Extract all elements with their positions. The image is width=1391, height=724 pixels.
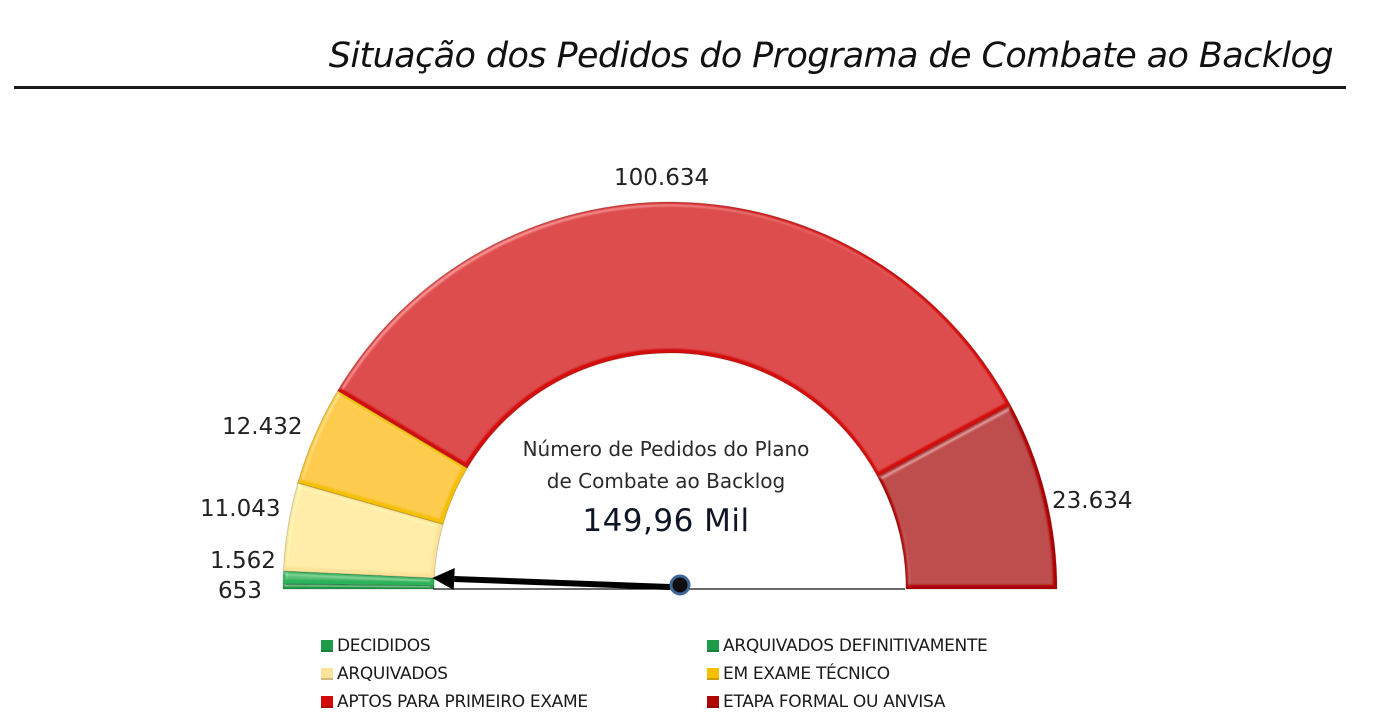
legend-swatch-icon (321, 696, 333, 708)
segment-value-label: 11.043 (200, 496, 280, 522)
chart-legend: DECIDIDOS ARQUIVADOS DEFINITIVAMENTE ARQ… (321, 633, 1081, 715)
legend-item-aptos-primeiro-exame: APTOS PARA PRIMEIRO EXAME (321, 689, 707, 715)
segment-value-label: 100.634 (614, 165, 709, 191)
legend-swatch-icon (707, 696, 719, 708)
gauge-total-value: 149,96 Mil (496, 503, 836, 539)
needle-shaft (454, 579, 670, 587)
legend-item-arquivados-definitivamente: ARQUIVADOS DEFINITIVAMENTE (707, 633, 1081, 659)
segment-value-label: 12.432 (222, 414, 302, 440)
segment-value-label: 1.562 (210, 548, 276, 574)
legend-label: ETAPA FORMAL OU ANVISA (723, 692, 945, 712)
legend-label: ARQUIVADOS (337, 664, 448, 684)
legend-label: EM EXAME TÉCNICO (723, 664, 890, 684)
segment-value-label: 653 (218, 578, 262, 604)
caption-line-2: de Combate ao Backlog (496, 465, 836, 497)
segment-value-label: 23.634 (1052, 488, 1132, 514)
gauge-chart: 653 1.562 11.043 12.432 100.634 23.634 (0, 0, 1391, 724)
legend-item-etapa-formal-anvisa: ETAPA FORMAL OU ANVISA (707, 689, 1081, 715)
legend-item-em-exame-tecnico: EM EXAME TÉCNICO (707, 661, 1081, 687)
legend-swatch-icon (707, 640, 719, 652)
legend-swatch-icon (707, 668, 719, 680)
legend-item-arquivados: ARQUIVADOS (321, 661, 707, 687)
legend-item-decididos: DECIDIDOS (321, 633, 707, 659)
gauge-caption: Número de Pedidos do Plano de Combate ao… (496, 433, 836, 497)
gauge-needle (432, 568, 689, 594)
legend-swatch-icon (321, 668, 333, 680)
caption-line-1: Número de Pedidos do Plano (496, 433, 836, 465)
legend-swatch-icon (321, 640, 333, 652)
legend-label: DECIDIDOS (337, 636, 430, 656)
needle-hub-icon (671, 576, 689, 594)
legend-label: APTOS PARA PRIMEIRO EXAME (337, 692, 588, 712)
legend-label: ARQUIVADOS DEFINITIVAMENTE (723, 636, 988, 656)
needle-arrowhead-icon (432, 568, 454, 590)
